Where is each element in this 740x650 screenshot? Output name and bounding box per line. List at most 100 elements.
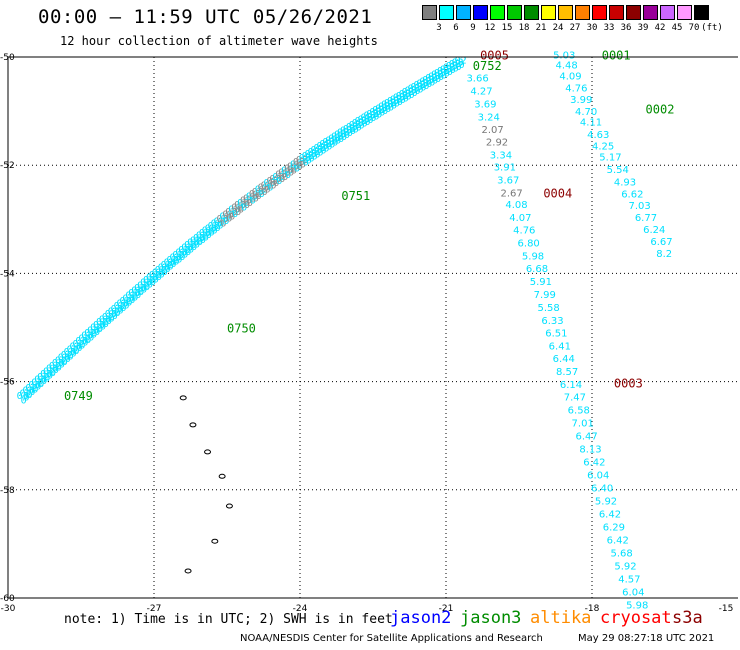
track-glyph: 0 — [38, 379, 44, 390]
track-glyph: 03 — [70, 342, 82, 353]
track-glyph: 02 — [425, 73, 437, 84]
track-glyph: 0 — [359, 121, 365, 132]
x-tick-label: -27 — [147, 604, 162, 614]
track-glyph: 03 — [199, 228, 211, 239]
color-scale-label: 30 — [586, 23, 598, 33]
track-glyph: 0 — [350, 126, 356, 137]
track-glyph: 02 — [284, 163, 296, 174]
track-id-label: 0003 — [614, 377, 643, 391]
track-glyph: 0 — [47, 371, 53, 382]
track-glyph: 0 — [144, 282, 150, 293]
y-tick-label: -58 — [0, 486, 15, 496]
track-glyph: 0 — [138, 287, 144, 298]
track-glyph: 02 — [261, 180, 273, 191]
wave-height-label: 4.07 — [509, 213, 531, 224]
legend-altika: altika — [530, 608, 592, 628]
track-glyph: 03 — [134, 283, 146, 294]
track-glyph: 03 — [152, 267, 164, 278]
track-glyph: 02 — [337, 128, 349, 139]
track-glyph: 02 — [378, 102, 390, 113]
track-glyph: 03 — [193, 233, 205, 244]
track-glyph: 0 — [156, 272, 162, 283]
track-glyph: 02 — [108, 307, 120, 318]
wave-height-label: 4.63 — [587, 130, 609, 141]
wave-height-label: 3.66 — [466, 74, 488, 85]
track-glyph: 02 — [20, 388, 32, 399]
track-glyph: 02 — [243, 193, 255, 204]
track-glyph: 02 — [178, 245, 190, 256]
color-swatch — [507, 5, 522, 20]
track-glyph: 0 — [74, 346, 80, 357]
track-glyph: 0 — [388, 102, 394, 113]
track-glyph: 03 — [328, 133, 340, 144]
track-glyph: 0 — [285, 170, 291, 181]
track-glyph: 03 — [211, 219, 223, 230]
track-glyph: 02 — [161, 260, 173, 271]
track-glyph: 02 — [219, 212, 231, 223]
wave-height-label: 5.54 — [607, 165, 629, 176]
color-scale-label: 9 — [470, 23, 476, 33]
legend-jason3: jason3 — [460, 608, 522, 628]
color-swatch — [677, 5, 692, 20]
track-glyph: 02 — [431, 70, 443, 81]
track-glyph: 0 — [218, 221, 224, 232]
track-glyph: 02 — [49, 361, 61, 372]
track-glyph: 0 — [270, 180, 276, 191]
track-glyph: 03 — [164, 257, 176, 268]
wave-height-label: 6.62 — [621, 189, 643, 200]
track-glyph: 0 — [397, 97, 403, 108]
track-glyph: 0 — [294, 164, 300, 175]
track-glyph: 03 — [64, 347, 76, 358]
track-glyph: 0 — [153, 274, 159, 285]
track-glyph: 02 — [61, 350, 73, 361]
track-glyph: 02 — [208, 221, 220, 232]
track-glyph: 0 — [100, 322, 106, 333]
color-scale-label: 24 — [552, 23, 564, 33]
track-glyph: 0 — [21, 395, 27, 406]
wave-height-label: 8.2 — [656, 249, 672, 260]
track-glyph: 0 — [88, 332, 94, 343]
track-id-label: 0002 — [646, 102, 675, 116]
x-tick-label: -18 — [585, 604, 600, 614]
wave-height-label: 6.04 — [587, 471, 609, 482]
track-glyph: 0 — [365, 117, 371, 128]
wave-height-label: 5.03 — [553, 50, 575, 61]
track-glyph: 02 — [319, 139, 331, 150]
track-glyph: 02 — [31, 377, 43, 388]
wave-height-label: 5.68 — [610, 549, 632, 560]
track-glyph: 0 — [444, 69, 450, 80]
track-glyph: 0 — [197, 237, 203, 248]
color-scale-label: 33 — [603, 23, 615, 33]
track-glyph: 02 — [25, 383, 37, 394]
track-glyph: 03 — [269, 174, 281, 185]
track-glyph: 0 — [226, 214, 232, 225]
track-glyph: 03 — [222, 209, 234, 220]
track-glyph: 0 — [353, 124, 359, 135]
wave-height-label: 5.98 — [626, 600, 648, 611]
track-id-label: 0004 — [543, 186, 572, 200]
color-swatch — [660, 5, 675, 20]
wave-height-label: 7.99 — [534, 290, 556, 301]
track-glyph: 03 — [352, 118, 364, 129]
track-glyph: 03 — [316, 141, 328, 152]
track-glyph: 03 — [258, 182, 270, 193]
color-swatch — [609, 5, 624, 20]
track-id-label: 0750 — [227, 322, 256, 336]
legend-s3a: s3a — [672, 608, 703, 628]
chart-subtitle: 12 hour collection of altimeter wave hei… — [60, 34, 378, 48]
color-scale-label: 12 — [484, 23, 496, 33]
track-glyph: 0 — [429, 77, 435, 88]
track-glyph: 02 — [237, 198, 249, 209]
track-glyph: 03 — [17, 391, 29, 402]
track-glyph: 02 — [231, 202, 243, 213]
track-glyph: 03 — [175, 247, 187, 258]
track-glyph: 0 — [379, 108, 385, 119]
color-swatch — [439, 5, 454, 20]
track-glyph: 0 — [382, 106, 388, 117]
color-swatch — [592, 5, 607, 20]
track-glyph: 0 — [29, 387, 35, 398]
track-glyph: 0 — [220, 218, 226, 229]
track-glyph: 03 — [440, 64, 452, 75]
track-glyph: 0 — [129, 295, 135, 306]
color-scale-label: 27 — [569, 23, 581, 33]
